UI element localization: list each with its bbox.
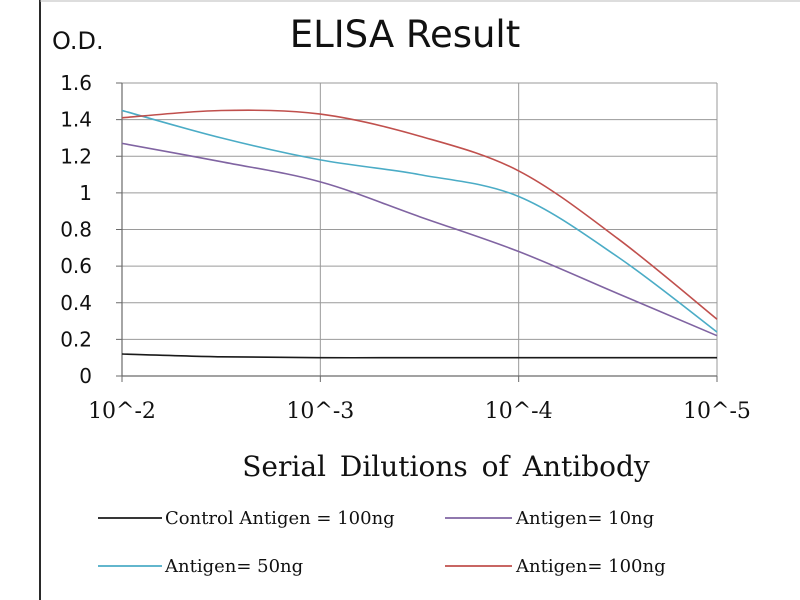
y-tick-label: 1.6: [60, 71, 92, 95]
series-line-1: [121, 142, 718, 337]
axes: [116, 82, 718, 382]
legend-label-0: Control Antigen = 100ng: [165, 508, 395, 529]
y-tick-label: 0.8: [60, 218, 92, 242]
grid-lines: [122, 82, 718, 376]
y-tick-label: 1.2: [60, 144, 92, 168]
y-axis-label: O.D.: [52, 27, 104, 55]
x-tick-label: 10^-4: [485, 399, 553, 424]
legend-label-3: Antigen= 100ng: [515, 556, 666, 577]
x-tick-label: 10^-3: [286, 399, 354, 424]
y-tick-label: 0.4: [60, 291, 92, 315]
series-line-2: [121, 109, 718, 333]
series-line-3: [121, 109, 718, 320]
legend-label-2: Antigen= 50ng: [164, 556, 303, 577]
y-tick-label: 0: [79, 364, 92, 388]
y-tick-label: 1.4: [60, 108, 92, 132]
x-tick-labels: 10^-2 10^-3 10^-4 10^-5: [88, 399, 751, 424]
chart-title: ELISA Result: [290, 13, 520, 56]
legend: Control Antigen = 100ng Antigen= 10ng Anti…: [98, 508, 666, 577]
x-axis-label: Serial Dilutions of Antibody: [242, 450, 650, 483]
y-tick-label: 0.2: [60, 327, 92, 351]
y-tick-label: 1: [79, 181, 92, 205]
y-tick-labels: 0 0.2 0.4 0.6 0.8 1 1.2 1.4 1.6: [60, 71, 92, 388]
legend-label-1: Antigen= 10ng: [515, 508, 654, 529]
x-tick-label: 10^-5: [683, 399, 751, 424]
y-tick-label: 0.6: [60, 254, 92, 278]
x-tick-label: 10^-2: [88, 399, 156, 424]
series-lines: [121, 109, 718, 359]
series-line-0: [121, 353, 718, 359]
